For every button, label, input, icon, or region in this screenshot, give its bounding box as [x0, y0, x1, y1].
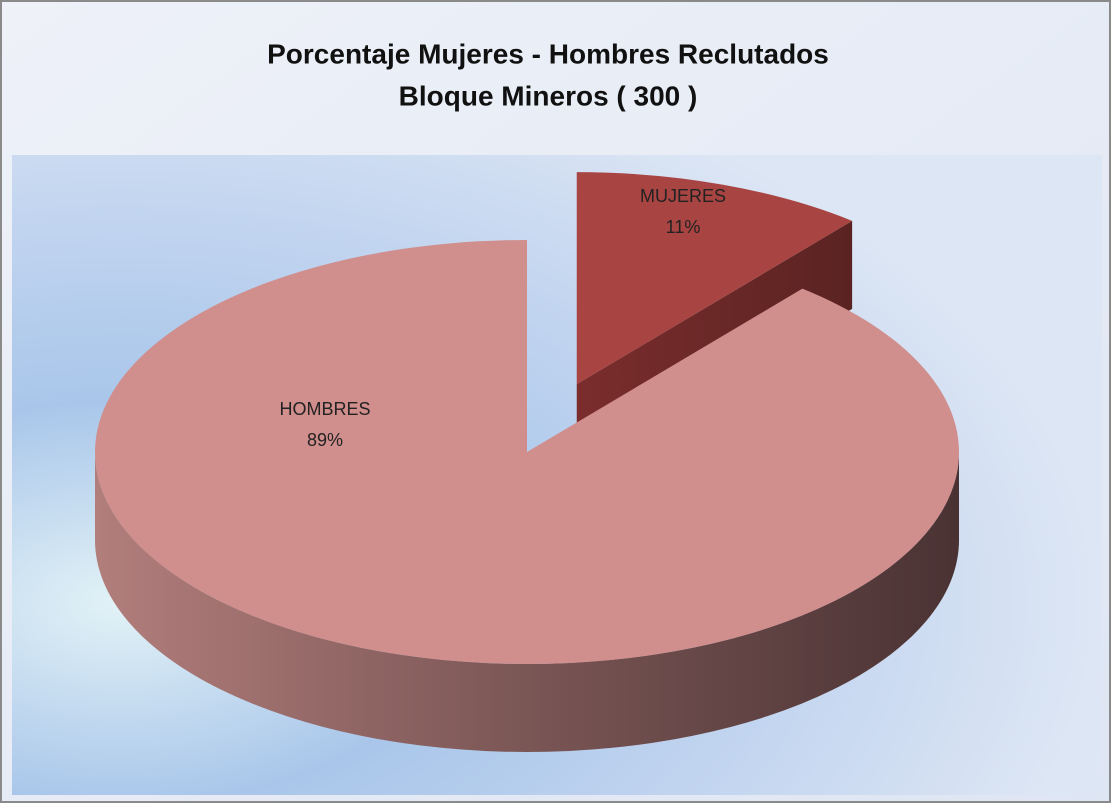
chart-title: Porcentaje Mujeres - Hombres Reclutados [267, 38, 829, 69]
data-label: HOMBRES [279, 399, 370, 419]
slice [576, 172, 853, 385]
slice-side [95, 452, 959, 752]
data-label: MUJERES [640, 186, 726, 206]
data-label: 89% [307, 430, 343, 450]
data-label: 11% [666, 217, 701, 237]
chart-title: Bloque Mineros ( 300 ) [399, 80, 698, 111]
slice [95, 240, 960, 664]
